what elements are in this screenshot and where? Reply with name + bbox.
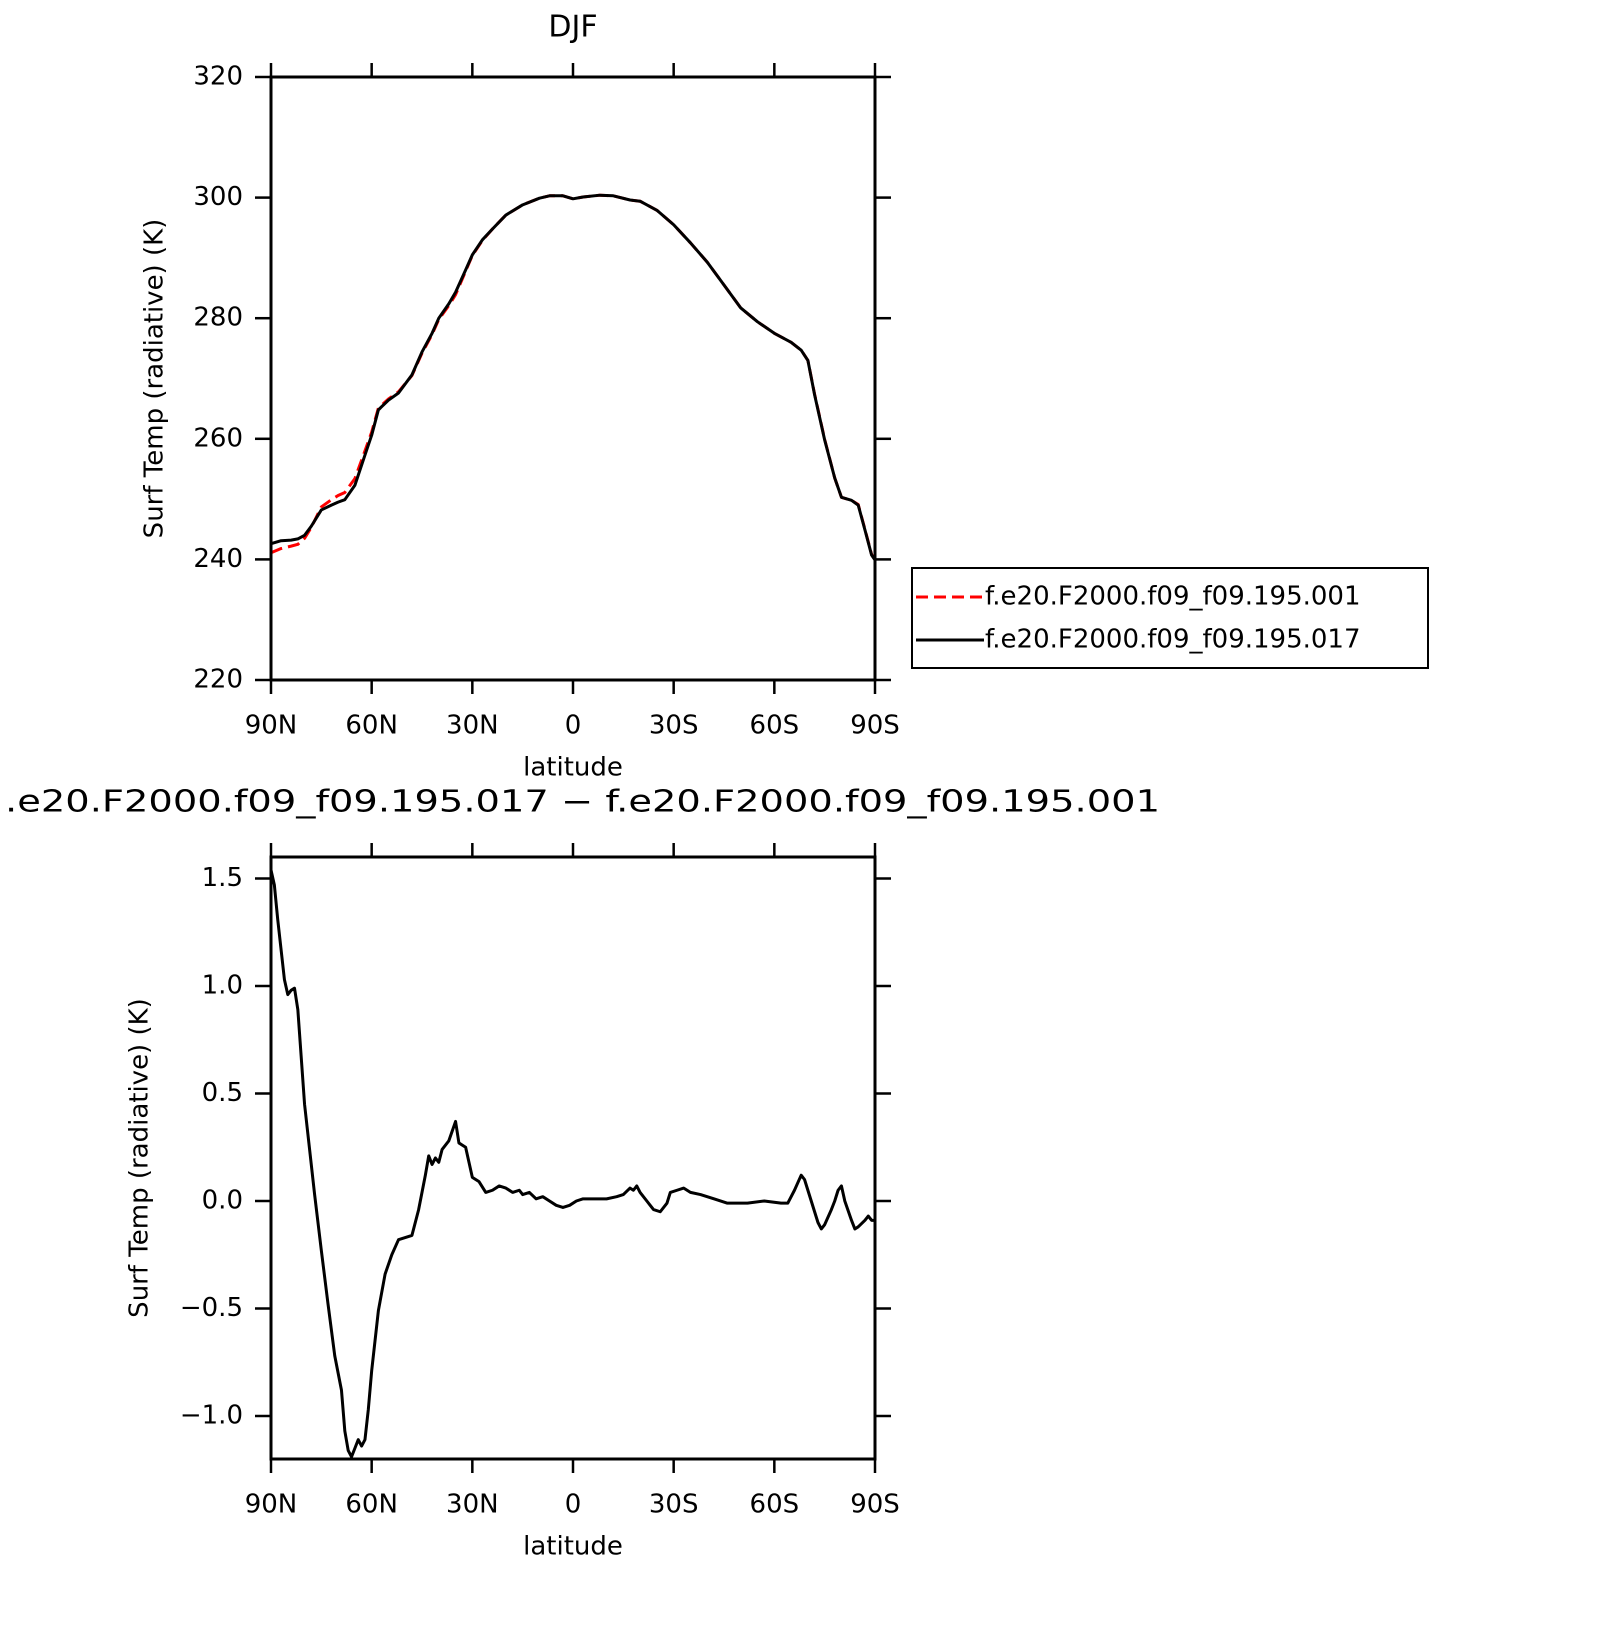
x-tick-label: 60S xyxy=(750,1490,800,1520)
data-line xyxy=(269,869,875,1459)
y-tick-label: 0.5 xyxy=(202,1078,243,1108)
x-tick-label: 30N xyxy=(446,711,499,741)
x-tick-label: 30S xyxy=(649,1490,699,1520)
chart-title: DJF xyxy=(548,10,597,45)
y-axis-label: Surf Temp (radiative) (K) xyxy=(125,998,155,1318)
y-tick-label: 0.0 xyxy=(202,1186,243,1216)
x-tick-label: 30S xyxy=(649,711,699,741)
legend-label: f.e20.F2000.f09_f09.195.017 xyxy=(985,625,1361,655)
y-tick-label: 220 xyxy=(193,665,243,695)
x-tick-label: 90S xyxy=(850,1490,900,1520)
y-tick-label: 300 xyxy=(193,182,243,212)
data-line xyxy=(270,193,877,561)
legend-box xyxy=(911,567,1429,669)
x-tick-label: 60S xyxy=(750,711,800,741)
x-tick-label: 90N xyxy=(245,1490,298,1520)
x-tick-label: 60N xyxy=(345,1490,398,1520)
y-tick-label: 320 xyxy=(193,62,243,92)
legend-label: f.e20.F2000.f09_f09.195.001 xyxy=(985,582,1361,612)
y-axis-label: Surf Temp (radiative) (K) xyxy=(140,219,170,539)
data-line xyxy=(270,193,877,561)
y-tick-label: 240 xyxy=(193,544,243,574)
x-tick-label: 90N xyxy=(245,711,298,741)
x-axis-label: latitude xyxy=(523,753,623,783)
y-tick-label: 1.0 xyxy=(202,971,243,1001)
y-tick-label: −1.0 xyxy=(180,1401,243,1431)
x-tick-label: 30N xyxy=(446,1490,499,1520)
x-tick-label: 0 xyxy=(565,711,582,741)
plot-frame xyxy=(269,855,877,1461)
x-tick-label: 60N xyxy=(345,711,398,741)
x-tick-label: 0 xyxy=(565,1490,582,1520)
plot-frame xyxy=(269,75,877,682)
y-tick-label: 280 xyxy=(193,303,243,333)
chart-title: .e20.F2000.f09_f09.195.017 − f.e20.F2000… xyxy=(5,785,1160,820)
y-tick-label: 1.5 xyxy=(202,863,243,893)
x-tick-label: 90S xyxy=(850,711,900,741)
x-axis-label: latitude xyxy=(523,1532,623,1562)
y-tick-label: 260 xyxy=(193,423,243,453)
y-tick-label: −0.5 xyxy=(180,1293,243,1323)
